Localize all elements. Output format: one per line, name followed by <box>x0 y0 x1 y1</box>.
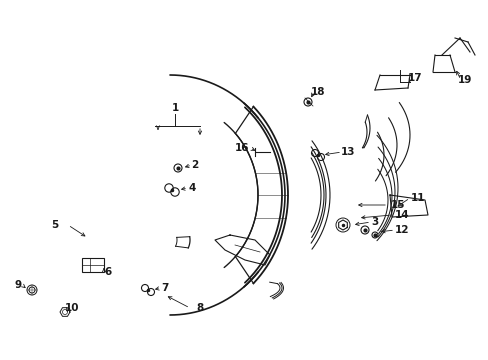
Text: 5: 5 <box>51 220 59 230</box>
Text: 1: 1 <box>171 103 178 113</box>
Text: 17: 17 <box>407 73 422 83</box>
Text: 8: 8 <box>196 303 203 313</box>
Text: 13: 13 <box>340 147 354 157</box>
Text: 19: 19 <box>457 75 471 85</box>
Text: 4: 4 <box>188 183 195 193</box>
Text: 6: 6 <box>104 267 111 277</box>
Text: 9: 9 <box>15 280 21 290</box>
Text: 14: 14 <box>394 210 408 220</box>
Text: 16: 16 <box>234 143 249 153</box>
Text: 15: 15 <box>390 200 405 210</box>
Text: 12: 12 <box>394 225 408 235</box>
Text: 7: 7 <box>161 283 168 293</box>
Text: 3: 3 <box>370 217 378 227</box>
Text: 10: 10 <box>64 303 79 313</box>
Text: 2: 2 <box>191 160 198 170</box>
Text: 11: 11 <box>410 193 425 203</box>
Text: 18: 18 <box>310 87 325 97</box>
Bar <box>82 258 104 272</box>
